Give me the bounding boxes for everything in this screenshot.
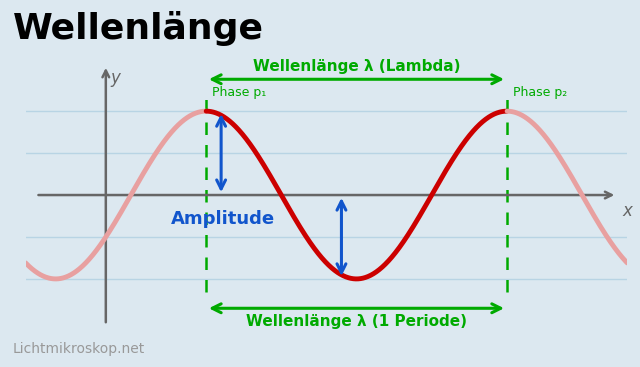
Text: x: x [622, 202, 632, 220]
Text: y: y [111, 69, 121, 87]
Text: Phase p₁: Phase p₁ [212, 86, 266, 99]
Text: Wellenlänge: Wellenlänge [13, 11, 264, 46]
Text: Lichtmikroskop.net: Lichtmikroskop.net [13, 342, 145, 356]
Text: Wellenlänge λ (1 Periode): Wellenlänge λ (1 Periode) [246, 314, 467, 329]
Text: Amplitude: Amplitude [171, 210, 275, 228]
Text: Phase p₂: Phase p₂ [513, 86, 567, 99]
Text: Wellenlänge λ (Lambda): Wellenlänge λ (Lambda) [253, 59, 460, 74]
